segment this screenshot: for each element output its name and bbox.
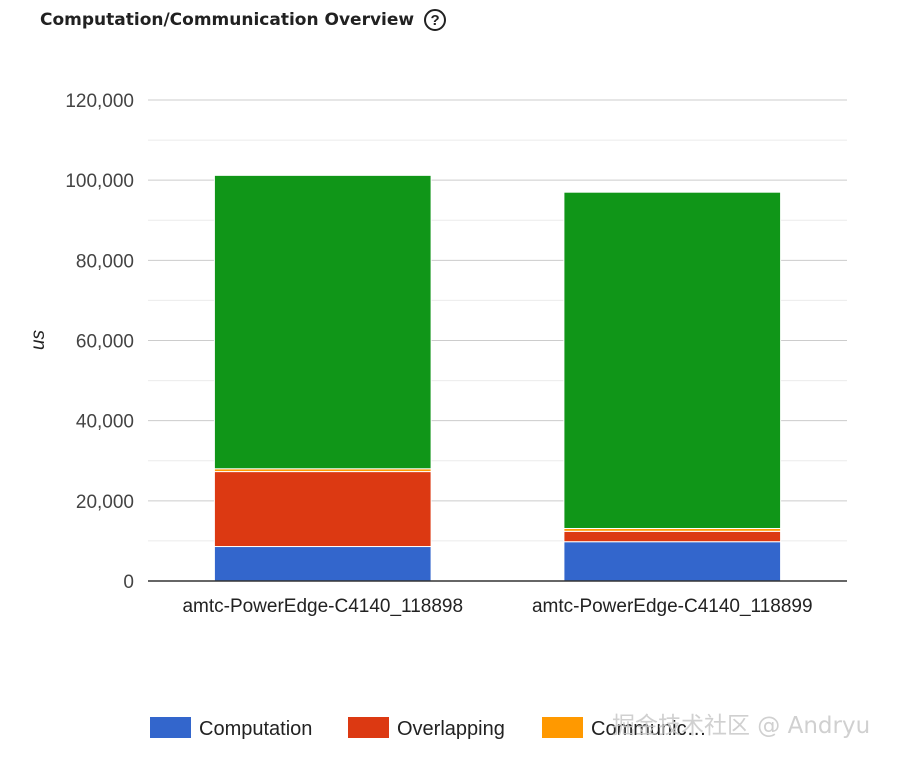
help-circle-icon[interactable]: ? <box>424 9 447 31</box>
y-tick-label: 60,000 <box>76 332 134 353</box>
bar-segment-overlapping <box>213 471 432 548</box>
bar-segment-overlapping <box>563 530 782 543</box>
bar-segment-other <box>213 174 432 470</box>
bar-segment-computation <box>213 546 432 582</box>
y-tick-label: 120,000 <box>65 91 134 112</box>
y-axis-label: us <box>28 329 49 350</box>
legend-label: Computation <box>199 718 312 740</box>
legend-label: Communic… <box>591 718 707 740</box>
y-tick-label: 40,000 <box>76 412 134 433</box>
y-tick-label: 0 <box>123 572 134 593</box>
legend-swatch-overlapping <box>348 717 389 738</box>
y-tick-label: 100,000 <box>65 171 134 192</box>
y-tick-label: 20,000 <box>76 492 134 513</box>
x-category-label: amtc-PowerEdge-C4140_118898 <box>182 596 463 617</box>
chart-title: Computation/Communication Overview <box>40 10 415 30</box>
legend-label: Overlapping <box>397 718 505 740</box>
chart-header: Computation/Communication Overview ? <box>40 6 447 34</box>
bar-segment-other <box>563 191 782 529</box>
y-tick-label: 80,000 <box>76 251 134 272</box>
watermark-text: 掘金技术社区 @ Andryu <box>612 713 871 739</box>
legend-swatch-computation <box>150 717 191 738</box>
x-category-label: amtc-PowerEdge-C4140_118899 <box>532 596 813 617</box>
bar-segment-computation <box>563 541 782 582</box>
legend-swatch-communication <box>542 717 583 738</box>
